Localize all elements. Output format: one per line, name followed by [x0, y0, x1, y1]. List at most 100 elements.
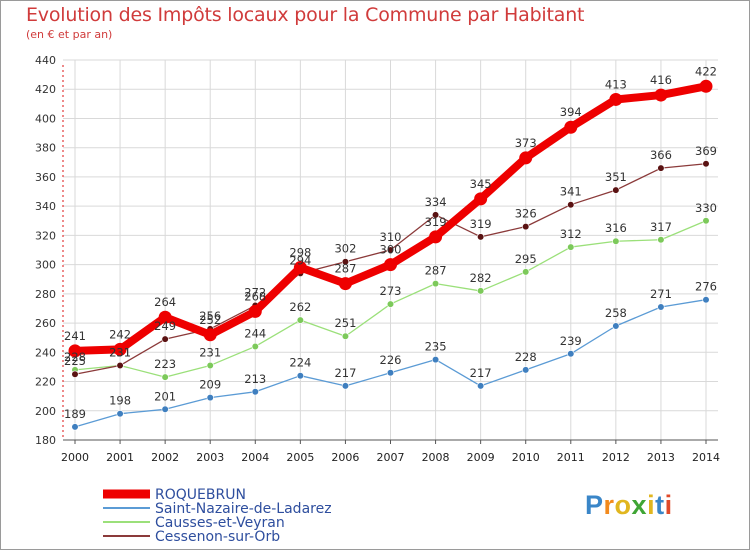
data-point	[612, 322, 620, 330]
data-label: 413	[605, 77, 627, 91]
data-label: 264	[154, 295, 176, 309]
x-tick-label: 2004	[241, 451, 269, 464]
data-label: 223	[154, 357, 176, 371]
data-label: 251	[334, 316, 356, 330]
data-label: 287	[334, 262, 356, 276]
data-point	[431, 356, 440, 364]
data-point	[71, 370, 79, 378]
data-label: 312	[560, 227, 582, 241]
data-point	[161, 373, 169, 381]
data-label: 262	[289, 300, 311, 314]
data-point	[68, 344, 82, 358]
data-label: 252	[199, 313, 221, 327]
data-label: 189	[64, 407, 86, 421]
data-label: 294	[289, 253, 311, 267]
data-label: 241	[64, 329, 86, 343]
data-point	[206, 361, 214, 370]
y-tick-label: 380	[35, 142, 56, 155]
legend-label: Saint-Nazaire-de-Ladarez	[155, 501, 332, 517]
data-label: 249	[154, 319, 176, 333]
x-tick-label: 2012	[602, 451, 630, 464]
data-label: 287	[425, 264, 447, 278]
logo-letter: i	[664, 490, 673, 520]
x-tick-label: 2001	[106, 451, 134, 464]
data-label: 217	[334, 366, 356, 380]
data-label: 258	[605, 306, 627, 320]
x-tick-label: 2014	[692, 451, 720, 464]
data-label: 319	[470, 217, 492, 231]
data-label: 272	[244, 286, 266, 300]
x-tick-label: 2005	[286, 451, 314, 464]
data-label: 198	[109, 394, 131, 408]
data-point	[429, 230, 443, 244]
data-point	[431, 280, 440, 288]
logo-letter: o	[614, 490, 632, 520]
axis-layer: 180 200 220 240 260 280 300 320 340 360 380 400 420 4…	[35, 54, 720, 464]
data-label: 302	[334, 242, 356, 256]
data-point	[203, 328, 217, 342]
data-point	[477, 233, 485, 241]
data-point	[477, 287, 485, 295]
data-point	[341, 332, 350, 340]
logo-letter: r	[603, 490, 615, 520]
x-tick-label: 2013	[647, 451, 675, 464]
data-point	[296, 372, 304, 380]
data-label: 394	[560, 105, 582, 119]
data-label: 226	[380, 353, 402, 367]
data-point	[609, 92, 623, 106]
data-point	[338, 277, 352, 291]
y-tick-label: 340	[35, 200, 56, 213]
data-label: 242	[109, 327, 131, 341]
data-point	[116, 410, 124, 418]
data-point	[522, 268, 530, 276]
data-label: 231	[199, 345, 221, 359]
x-tick-label: 2000	[61, 451, 89, 464]
data-point	[386, 369, 395, 377]
data-label: 310	[380, 230, 402, 244]
legend-label: ROQUEBRUN	[155, 487, 246, 503]
data-label: 273	[380, 284, 402, 298]
data-point	[161, 335, 169, 343]
data-label: 422	[695, 64, 717, 78]
data-label: 366	[650, 148, 672, 162]
data-label: 282	[470, 271, 492, 285]
y-tick-label: 300	[35, 259, 56, 272]
x-tick-label: 2002	[151, 451, 179, 464]
data-label: 369	[695, 144, 717, 158]
x-tick-label: 2006	[331, 451, 359, 464]
proxiti-logo[interactable]: Proxiti	[585, 490, 673, 521]
legend: ROQUEBRUNSaint-Nazaire-de-LadarezCausses…	[103, 487, 332, 545]
logo-letter: x	[631, 490, 648, 520]
data-point	[386, 246, 395, 254]
data-label: 256	[199, 309, 221, 323]
data-point	[251, 342, 259, 351]
data-label: 231	[109, 345, 131, 359]
x-tick-label: 2010	[512, 451, 540, 464]
data-label: 416	[650, 73, 672, 87]
data-label: 351	[605, 170, 627, 184]
x-tick-label: 2007	[377, 451, 405, 464]
data-label-layer: 189 198 201 209 213 224 217 226 235 217 228 239 258 2…	[64, 64, 717, 421]
logo-letter: i	[647, 490, 656, 520]
data-point	[206, 394, 214, 402]
data-label: 228	[64, 350, 86, 364]
data-label: 316	[605, 221, 627, 235]
data-point	[519, 151, 533, 165]
x-tick-label: 2003	[196, 451, 224, 464]
data-point	[657, 303, 665, 311]
data-label: 298	[289, 246, 311, 260]
data-point	[293, 261, 307, 275]
y-tick-label: 440	[35, 54, 56, 67]
data-label: 271	[650, 287, 672, 301]
data-label: 334	[425, 195, 447, 209]
chart-subtitle: (en € et par an)	[26, 28, 113, 41]
y-tick-label: 280	[35, 288, 56, 301]
data-point	[567, 243, 575, 251]
data-point	[251, 388, 259, 396]
data-point	[113, 342, 127, 356]
data-label: 213	[244, 372, 266, 386]
data-label: 326	[515, 207, 537, 221]
data-point	[567, 350, 575, 358]
data-point	[71, 423, 79, 431]
data-label: 235	[425, 340, 447, 354]
